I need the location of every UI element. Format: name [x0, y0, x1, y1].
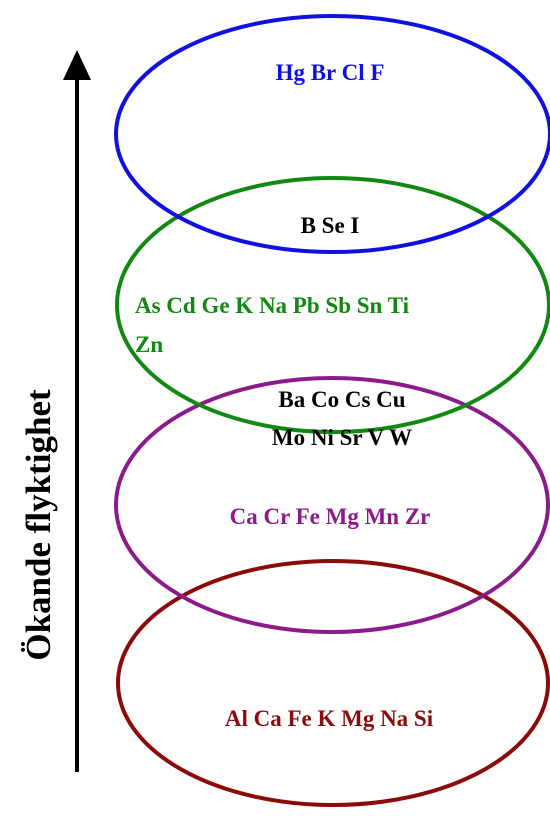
ellipse-lower-mid	[114, 376, 550, 634]
lower-mid-elements-label: Ca Cr Fe Mg Mn Zr	[230, 504, 431, 529]
top-elements-label: Hg Br Cl F	[276, 60, 385, 85]
overlap-top-label: B Se I	[301, 213, 360, 238]
axis-title: Ökande flyktighet	[19, 389, 58, 661]
bottom-elements-label: Al Ca Fe K Mg Na Si	[225, 706, 434, 731]
overlap-mid-label-line2: Mo Ni Sr V W	[272, 425, 412, 450]
upper-mid-elements-label-line1: As Cd Ge K Na Pb Sb Sn Ti	[135, 293, 410, 318]
ellipse-upper-mid	[115, 176, 550, 434]
upper-mid-elements-label-line2: Zn	[135, 332, 163, 357]
ellipse-bottom	[116, 559, 550, 807]
volatility-arrow-head	[63, 50, 91, 80]
overlap-mid-label-line1: Ba Co Cs Cu	[278, 387, 405, 412]
ellipse-top	[114, 14, 550, 254]
